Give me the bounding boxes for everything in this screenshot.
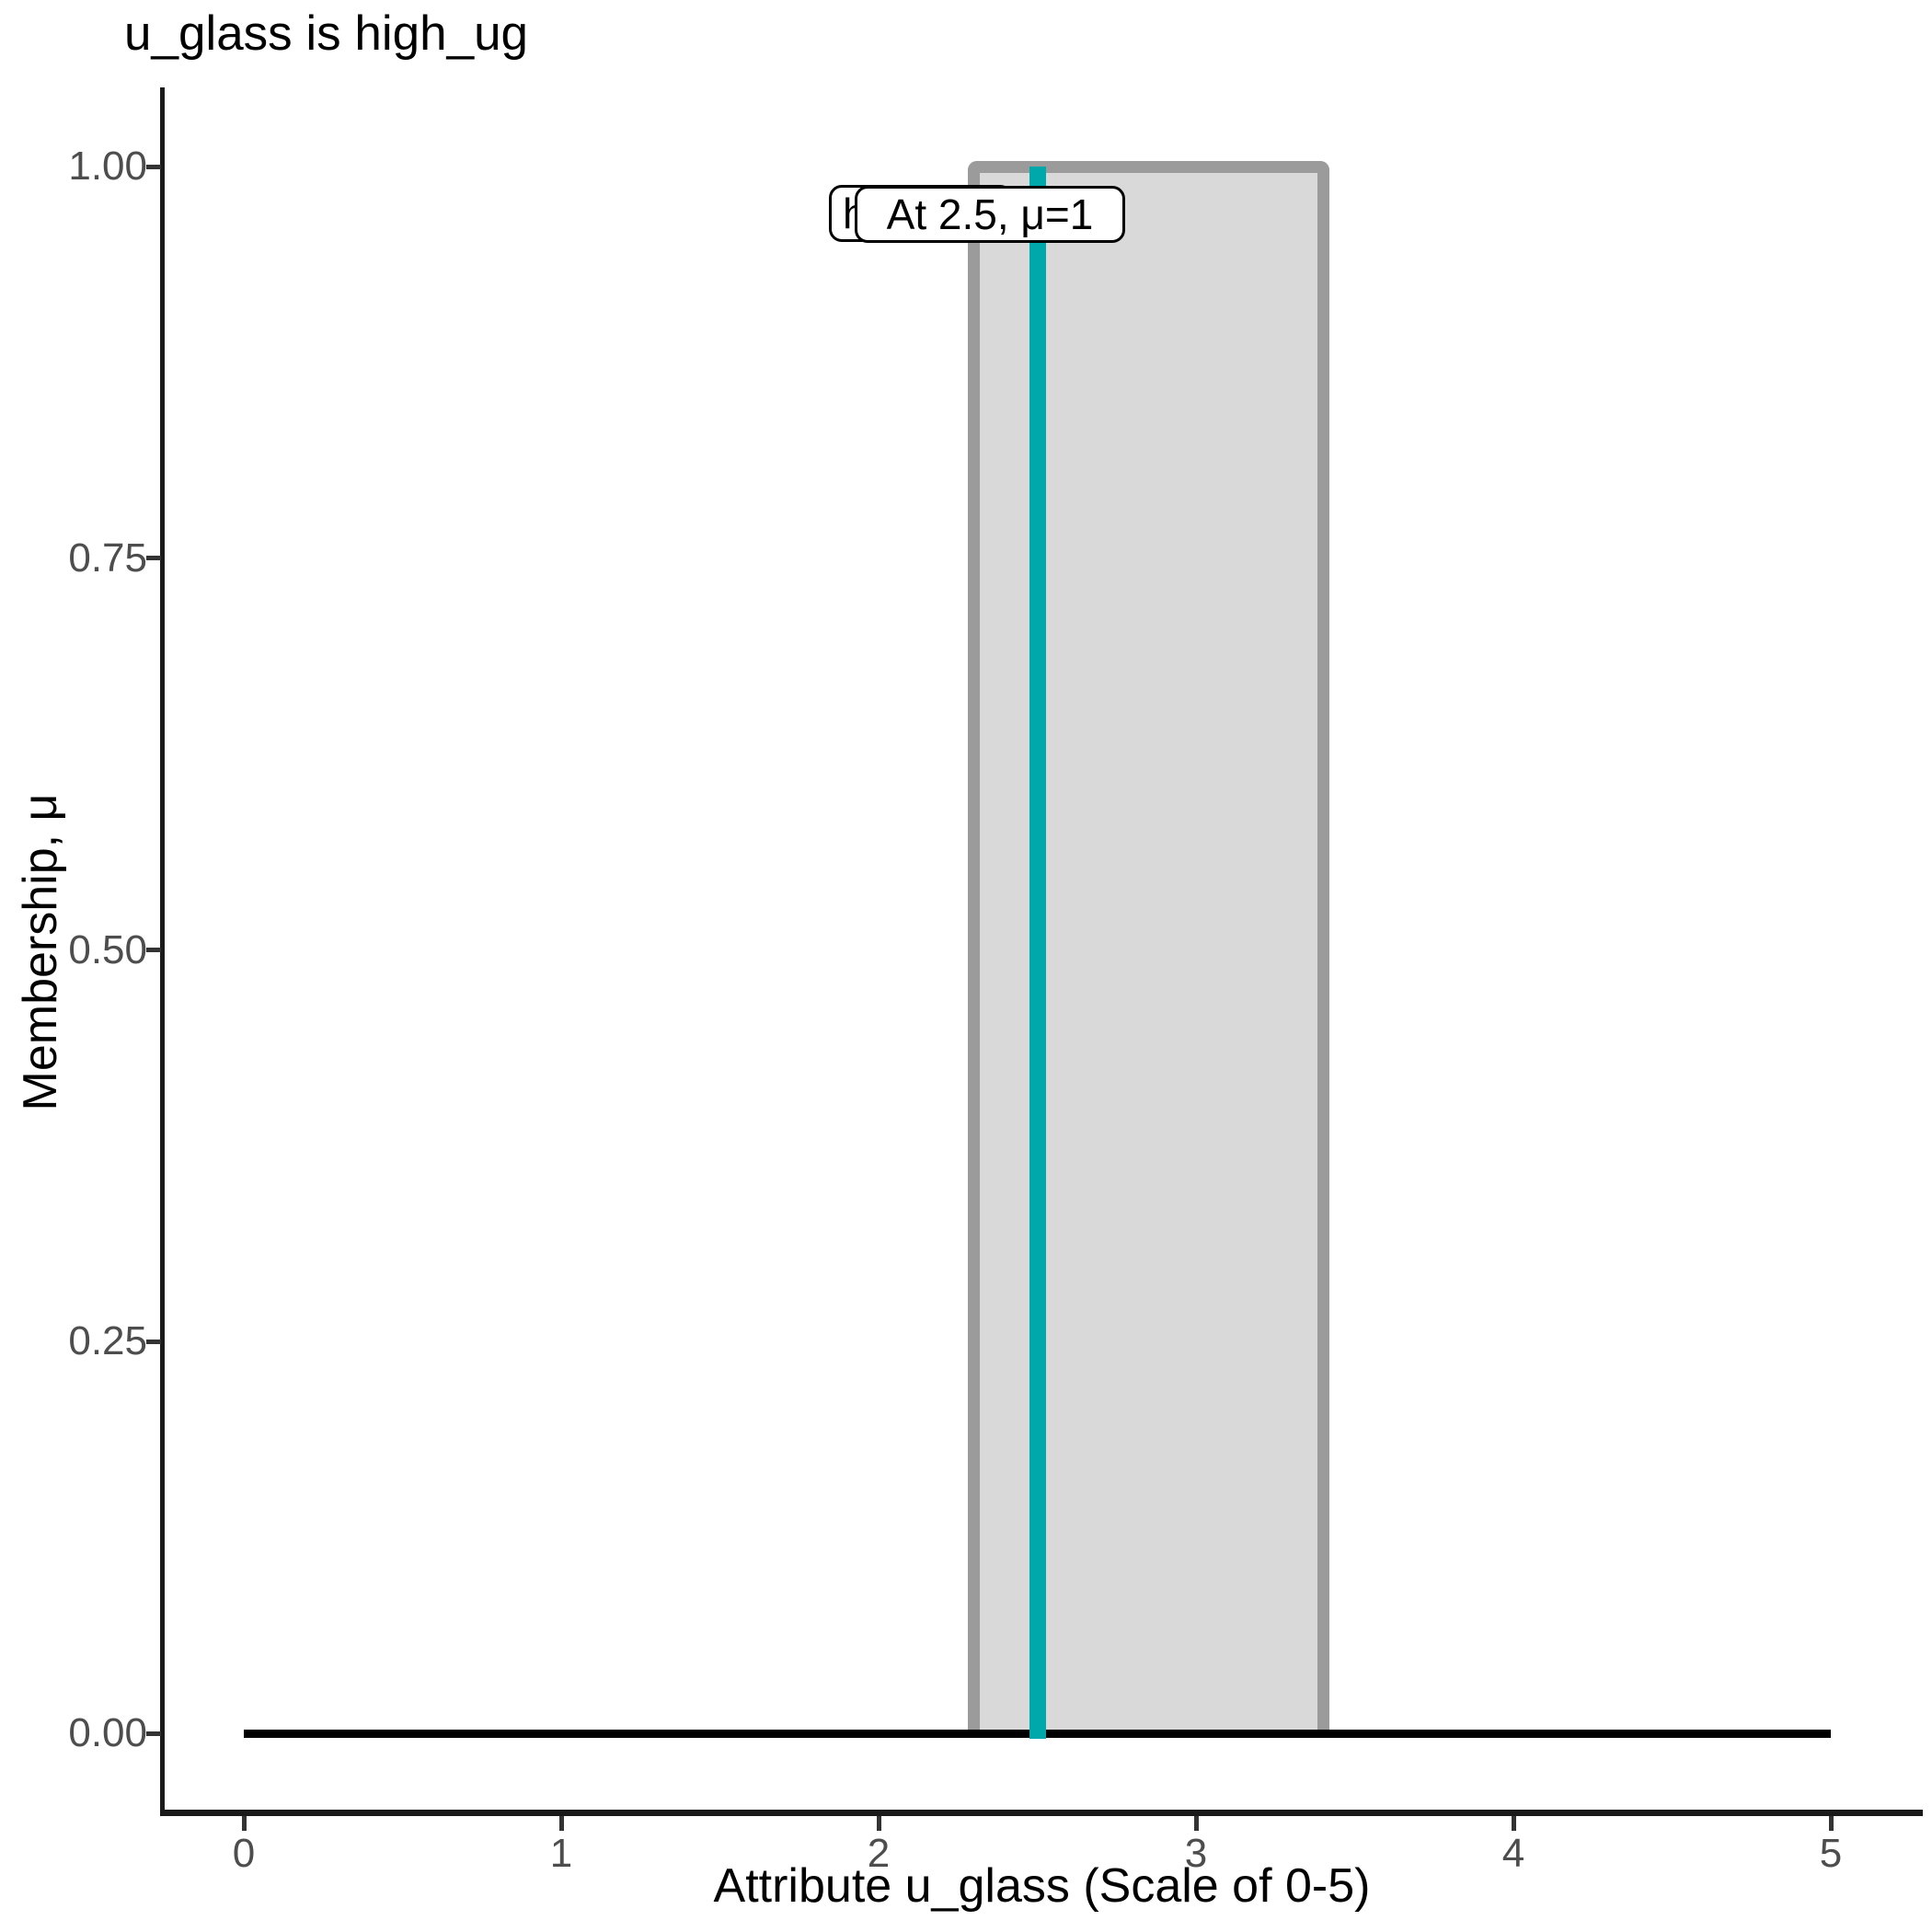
y-tick-label: 0.50	[68, 926, 147, 972]
y-tick-label: 0.25	[68, 1318, 147, 1364]
chart-title: u_glass is high_ug	[124, 6, 529, 61]
y-tick	[146, 1731, 161, 1736]
x-axis-line	[160, 1810, 1923, 1816]
x-tick	[241, 1816, 247, 1831]
x-tick-label: 3	[1184, 1831, 1208, 1876]
x-tick	[558, 1816, 564, 1831]
marker-label-box: At 2.5, μ=1	[855, 186, 1125, 243]
y-tick-label: 0.00	[68, 1710, 147, 1755]
x-tick-label: 0	[232, 1831, 256, 1876]
y-tick	[146, 556, 161, 561]
y-tick	[146, 1339, 161, 1344]
x-tick-label: 5	[1819, 1831, 1843, 1876]
membership-region	[968, 160, 1329, 1733]
x-tick-label: 2	[867, 1831, 891, 1876]
marker-label-text: At 2.5, μ=1	[886, 190, 1094, 238]
x-tick	[1828, 1816, 1834, 1831]
y-tick	[146, 164, 161, 169]
x-tick	[1511, 1816, 1516, 1831]
x-tick	[876, 1816, 881, 1831]
y-tick	[146, 948, 161, 952]
x-axis-title: Attribute u_glass (Scale of 0-5)	[713, 1859, 1371, 1913]
x-tick	[1193, 1816, 1199, 1831]
y-tick-label: 0.75	[68, 535, 147, 581]
y-axis-line	[160, 87, 165, 1816]
y-tick-label: 1.00	[68, 144, 147, 189]
marker-line	[1029, 167, 1046, 1739]
y-axis-title-text: Membership, μ	[14, 793, 67, 1111]
x-tick-label: 4	[1501, 1831, 1525, 1876]
x-tick-label: 1	[549, 1831, 573, 1876]
